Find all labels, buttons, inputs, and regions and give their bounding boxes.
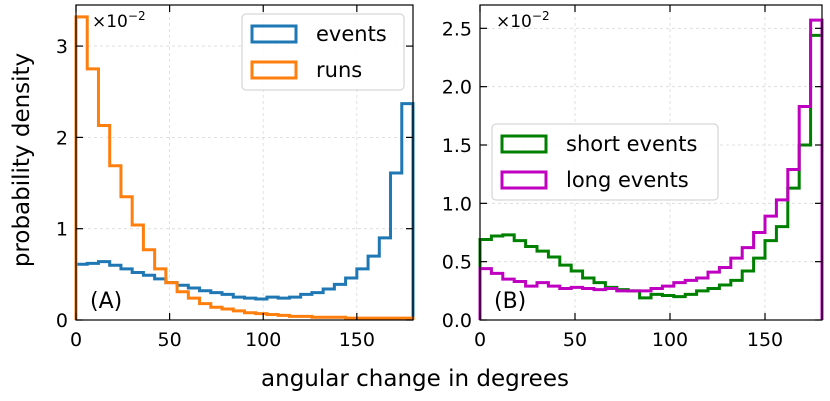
y-tick-label: 1 xyxy=(56,219,68,241)
series-long-events-step xyxy=(478,18,824,320)
plot-frame xyxy=(479,4,823,321)
plot-frame xyxy=(75,4,414,321)
x-tick-label: 50 xyxy=(158,329,182,351)
series-events-step xyxy=(74,102,415,320)
y-tick-label: 0.5 xyxy=(442,252,472,274)
scale-factor-exponent: −2 xyxy=(128,9,146,23)
legend-label-long-events: long events xyxy=(566,168,689,192)
y-tick-label: 2.5 xyxy=(442,18,472,40)
legend-swatch-long-events xyxy=(500,170,548,190)
x-tick-label: 150 xyxy=(339,329,375,351)
x-tick-label: 0 xyxy=(474,329,486,351)
legend-label-runs: runs xyxy=(316,58,362,82)
y-tick-label: 3 xyxy=(56,36,68,58)
legend-swatch-events xyxy=(250,24,298,44)
legend-box xyxy=(241,13,405,91)
y-tick-label: 1.5 xyxy=(442,135,472,157)
y-tick-label: 2 xyxy=(56,127,68,149)
series-runs-step xyxy=(74,15,415,320)
scale-factor-exponent: −2 xyxy=(532,9,550,23)
y-tick-label: 0.0 xyxy=(442,310,472,332)
x-axis-label: angular change in degrees xyxy=(261,366,569,392)
x-tick-label: 150 xyxy=(747,329,783,351)
panel-label: (B) xyxy=(494,289,526,314)
x-tick-label: 100 xyxy=(652,329,688,351)
y-tick-label: 1.0 xyxy=(442,193,472,215)
panel-label: (A) xyxy=(90,289,122,314)
legend-box xyxy=(491,123,719,201)
x-tick-label: 100 xyxy=(245,329,281,351)
y-tick-label: 0 xyxy=(56,310,68,332)
legend-swatch-short-events xyxy=(500,134,548,154)
legend: events runs xyxy=(241,13,405,91)
legend-label-events: events xyxy=(316,22,387,46)
series-short-events-step xyxy=(478,33,824,320)
legend-swatch-runs xyxy=(250,60,298,80)
panel-a: 0 50 100 150 0 1 2 3 ×10−2 (A) events runs xyxy=(56,4,415,351)
y-axis-label: probability density xyxy=(9,53,35,267)
legend: short events long events xyxy=(491,123,719,201)
scale-factor-label: ×10−2 xyxy=(92,9,146,32)
y-tick-label: 2.0 xyxy=(442,77,472,99)
x-tick-label: 50 xyxy=(563,329,587,351)
legend-label-short-events: short events xyxy=(566,132,697,156)
x-tick-label: 0 xyxy=(70,329,82,351)
